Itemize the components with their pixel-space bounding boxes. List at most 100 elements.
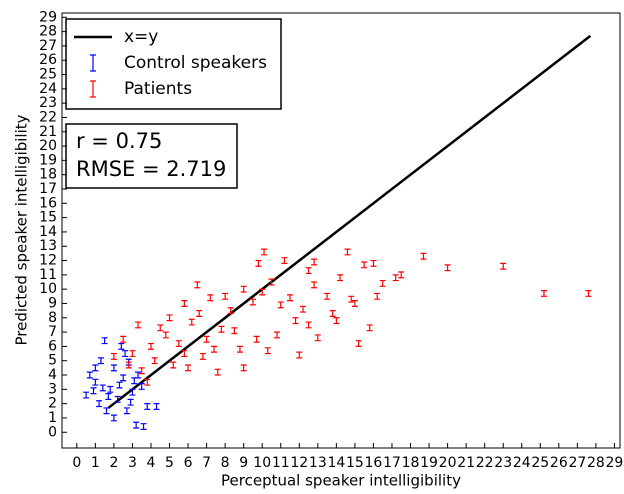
x-tick-label: 28 (587, 455, 605, 471)
plot-frame (61, 12, 621, 449)
error-bar (153, 403, 160, 410)
error-bar (420, 252, 427, 260)
x-tick-label: 17 (383, 455, 401, 471)
y-tick-label: 5 (48, 353, 57, 369)
error-bar (144, 403, 151, 410)
y-tick-label: 29 (39, 9, 57, 25)
legend-label: Control speakers (124, 53, 267, 73)
y-tick-label: 22 (39, 109, 57, 125)
error-bar (122, 350, 129, 358)
error-bar (379, 279, 386, 287)
error-bar (127, 398, 134, 406)
error-bar (162, 331, 169, 339)
y-tick-label: 28 (39, 24, 57, 40)
x-tick-label: 26 (550, 455, 568, 471)
error-bar (344, 248, 351, 256)
y-tick-label: 10 (39, 281, 57, 297)
error-bar (259, 288, 266, 296)
y-tick-label: 15 (39, 210, 57, 226)
error-bar (305, 267, 312, 275)
error-bar (97, 357, 104, 365)
error-bar (138, 383, 145, 390)
legend-box (65, 18, 282, 110)
error-bar (175, 340, 182, 348)
error-bar (264, 347, 271, 355)
error-bar (147, 342, 154, 350)
x-tick-label: 0 (72, 455, 81, 471)
y-tick-label: 12 (39, 253, 57, 269)
x-tick-label: 23 (494, 455, 512, 471)
y-tick-label: 27 (39, 38, 57, 54)
y-tick-label: 18 (39, 167, 57, 183)
x-tick-label: 12 (290, 455, 308, 471)
y-tick-label: 23 (39, 95, 57, 111)
y-tick-label: 21 (39, 124, 57, 140)
error-bar (140, 423, 147, 430)
y-tick-label: 7 (48, 324, 57, 340)
error-bar (105, 393, 112, 400)
error-bar (361, 261, 368, 269)
error-bar (103, 407, 110, 415)
error-bar (240, 364, 247, 372)
x-tick-label: 18 (402, 455, 420, 471)
y-tick-label: 26 (39, 52, 57, 68)
error-bar (277, 301, 284, 309)
error-bar (227, 307, 234, 315)
error-bar (355, 340, 362, 348)
error-bar (203, 335, 210, 343)
error-bar (370, 259, 377, 267)
error-bar (194, 281, 201, 289)
error-bar (281, 257, 288, 265)
y-tick-label: 13 (39, 238, 57, 254)
legend-swatch (90, 80, 96, 98)
error-bar (99, 384, 106, 392)
y-tick-label: 8 (48, 310, 57, 326)
error-bar (311, 281, 318, 289)
x-tick-label: 19 (420, 455, 438, 471)
error-bar (585, 289, 592, 297)
error-bar (305, 321, 312, 329)
error-bar (392, 274, 399, 282)
error-bar (92, 364, 99, 372)
x-tick-label: 9 (239, 455, 248, 471)
error-bar (135, 321, 142, 329)
error-bar (114, 395, 121, 403)
error-bar (324, 292, 331, 300)
error-bar (268, 278, 275, 286)
error-bar (133, 421, 140, 429)
error-bar (101, 337, 108, 345)
error-bar (188, 318, 195, 326)
error-bar (199, 352, 206, 360)
error-bar (366, 324, 373, 332)
error-bar (274, 331, 281, 339)
error-bar (107, 385, 114, 393)
error-bar (329, 310, 336, 317)
y-tick-label: 16 (39, 195, 57, 211)
error-bar (337, 274, 344, 282)
error-bar (253, 335, 260, 343)
legend-label: Patients (124, 79, 192, 99)
error-bar (314, 334, 321, 342)
y-tick-label: 4 (48, 367, 57, 383)
y-tick-label: 19 (39, 152, 57, 168)
error-bar (166, 314, 173, 322)
error-bar (218, 325, 225, 333)
y-axis-label: Predicted speaker intelligibility (13, 114, 31, 345)
error-bar (236, 345, 243, 353)
error-bar (398, 271, 405, 279)
x-axis-label: Perceptual speaker intelligibility (221, 472, 461, 490)
y-tick-label: 11 (39, 267, 57, 283)
error-bar (348, 295, 355, 303)
error-bar (196, 310, 203, 317)
error-bar (333, 317, 340, 325)
error-bar (287, 294, 294, 302)
error-bar (261, 248, 268, 256)
y-tick-label: 20 (39, 138, 57, 154)
y-tick-label: 0 (48, 424, 57, 440)
error-bar (110, 414, 117, 422)
error-bar (311, 258, 318, 266)
error-bar (86, 371, 93, 379)
y-tick-label: 6 (48, 338, 57, 354)
error-bar (144, 378, 151, 386)
